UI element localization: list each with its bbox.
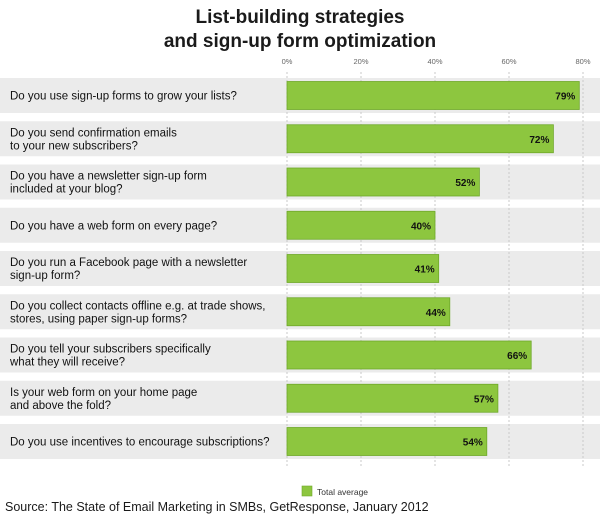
x-tick-label: 20% xyxy=(353,57,368,66)
legend-label: Total average xyxy=(317,487,368,497)
category-label: and above the fold? xyxy=(10,400,111,412)
category-label: Do you tell your subscribers specificall… xyxy=(10,344,211,356)
category-label: Is your web form on your home page xyxy=(10,387,197,399)
category-label: Do you send confirmation emails xyxy=(10,127,177,139)
category-label: included at your blog? xyxy=(10,184,123,196)
category-label: Do you have a newsletter sign-up form xyxy=(10,171,207,183)
category-label: sign-up form? xyxy=(10,270,80,282)
category-label: Do you collect contacts offline e.g. at … xyxy=(10,300,265,312)
category-label: Do you have a web form on every page? xyxy=(10,220,217,232)
value-label: 72% xyxy=(529,135,549,146)
bar xyxy=(286,427,488,456)
bar xyxy=(286,297,451,327)
category-label: Do you run a Facebook page with a newsle… xyxy=(10,257,247,269)
bar xyxy=(286,340,532,370)
legend-swatch xyxy=(301,485,313,497)
value-label: 44% xyxy=(426,308,446,319)
value-label: 66% xyxy=(507,351,527,362)
value-label: 52% xyxy=(455,178,475,189)
bar xyxy=(286,254,440,283)
x-tick-label: 0% xyxy=(282,57,293,66)
category-label: what they will receive? xyxy=(9,357,125,369)
value-label: 40% xyxy=(411,221,431,232)
value-label: 41% xyxy=(415,265,435,276)
category-label: stores, using paper sign-up forms? xyxy=(10,313,187,325)
category-label: to your new subscribers? xyxy=(10,140,138,152)
bar xyxy=(286,124,554,154)
value-label: 57% xyxy=(474,394,494,405)
bar xyxy=(286,81,580,110)
chart-title-line-2: and sign-up form optimization xyxy=(163,31,437,52)
x-tick-label: 80% xyxy=(575,57,590,66)
bar xyxy=(286,210,436,240)
bar xyxy=(286,167,480,197)
x-tick-label: 60% xyxy=(501,57,516,66)
value-label: 54% xyxy=(463,438,483,449)
category-label: Do you use sign-up forms to grow your li… xyxy=(10,91,237,103)
x-tick-label: 40% xyxy=(427,57,442,66)
value-label: 79% xyxy=(555,92,575,103)
bar xyxy=(286,383,499,413)
chart-title-line-1: List-building strategies xyxy=(195,7,405,28)
chart-title: List-building strategies and sign-up for… xyxy=(0,6,600,54)
category-label: Do you use incentives to encourage subsc… xyxy=(10,437,270,449)
source-note: Source: The State of Email Marketing in … xyxy=(5,500,429,514)
